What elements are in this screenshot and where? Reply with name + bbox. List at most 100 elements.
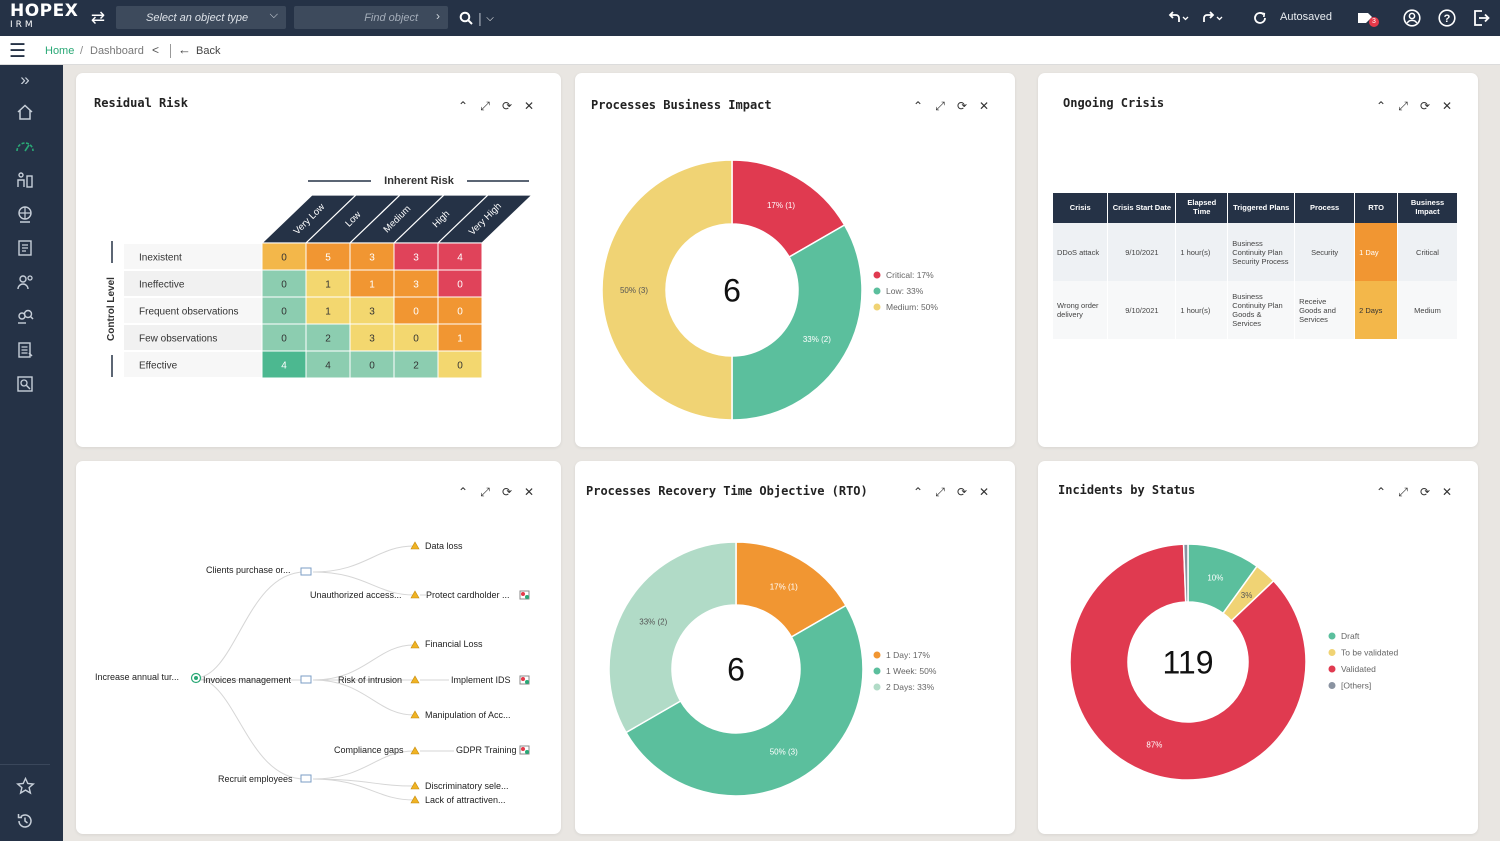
find-object-input[interactable]: Find object ›: [294, 6, 448, 29]
hopex-logo[interactable]: HOPEX IRM: [10, 3, 78, 30]
audit-icon[interactable]: [0, 369, 50, 399]
donut-slice[interactable]: [608, 541, 737, 734]
matrix-cell[interactable]: [393, 323, 439, 352]
col-rto[interactable]: RTO: [1354, 193, 1399, 223]
tree-node-risk[interactable]: Data loss: [425, 541, 463, 551]
tree-node-risk[interactable]: Risk of intrusion: [338, 675, 402, 685]
collapse-icon[interactable]: ⌃: [457, 485, 469, 499]
close-icon[interactable]: ✕: [1441, 99, 1453, 113]
matrix-cell[interactable]: [261, 242, 307, 271]
refresh-icon[interactable]: [1250, 0, 1270, 36]
col-triggered-plans[interactable]: Triggered Plans: [1227, 193, 1296, 223]
globe-icon[interactable]: [0, 199, 50, 229]
book-icon[interactable]: [0, 233, 50, 263]
swap-icon[interactable]: ⇄: [90, 8, 106, 27]
tree-node-process[interactable]: Clients purchase or...: [206, 565, 291, 575]
close-icon[interactable]: ✕: [523, 485, 535, 499]
legend-entry[interactable]: Low: 33%: [886, 286, 924, 296]
logout-icon[interactable]: [1470, 0, 1492, 36]
matrix-cell[interactable]: [437, 350, 483, 379]
tree-node-risk[interactable]: Compliance gaps: [334, 745, 404, 755]
redo-icon[interactable]: [1198, 0, 1228, 36]
refresh-panel-icon[interactable]: ⟳: [501, 99, 513, 113]
maximize-icon[interactable]: ⤢: [935, 99, 945, 113]
search-icon[interactable]: [456, 0, 476, 36]
matrix-cell[interactable]: [393, 350, 439, 379]
object-type-select[interactable]: Select an object type ⌵: [116, 6, 286, 29]
matrix-cell[interactable]: [261, 296, 307, 325]
donut-slice[interactable]: [601, 159, 733, 421]
tree-node-control[interactable]: Implement IDS: [451, 675, 511, 685]
user-settings-icon[interactable]: [0, 267, 50, 297]
matrix-cell[interactable]: [305, 296, 351, 325]
home-icon[interactable]: [0, 97, 50, 127]
dashboard-icon[interactable]: [0, 131, 50, 161]
tree-node-risk[interactable]: Lack of attractiven...: [425, 795, 506, 805]
col-process[interactable]: Process: [1294, 193, 1356, 223]
matrix-cell[interactable]: [349, 269, 395, 298]
table-row[interactable]: DDoS attack 9/10/2021 1 hour(s) Business…: [1053, 223, 1458, 281]
donut-slice[interactable]: [731, 223, 863, 421]
matrix-cell[interactable]: [305, 323, 351, 352]
tree-node-control[interactable]: Protect cardholder ...: [426, 590, 510, 600]
col-crisis[interactable]: Crisis: [1053, 193, 1109, 223]
tree-node-risk[interactable]: Financial Loss: [425, 639, 483, 649]
tree-node-risk[interactable]: Unauthorized access...: [310, 590, 402, 600]
matrix-cell[interactable]: [437, 242, 483, 271]
collapse-icon[interactable]: ⌃: [912, 99, 924, 113]
legend-entry[interactable]: Critical: 17%: [886, 270, 934, 280]
tree-node-control[interactable]: GDPR Training: [456, 745, 517, 755]
breadcrumb-home-link[interactable]: Home: [45, 45, 75, 57]
maximize-icon[interactable]: ⤢: [1398, 485, 1408, 499]
matrix-cell[interactable]: [437, 323, 483, 352]
legend-entry[interactable]: 1 Day: 17%: [886, 650, 930, 660]
maximize-icon[interactable]: ⤢: [935, 485, 945, 499]
notifications-icon[interactable]: [1354, 0, 1376, 36]
matrix-cell[interactable]: [349, 323, 395, 352]
maximize-icon[interactable]: ⤢: [1398, 99, 1408, 113]
matrix-cell[interactable]: [437, 296, 483, 325]
help-icon[interactable]: ?: [1436, 0, 1458, 36]
legend-entry[interactable]: Draft: [1341, 631, 1360, 641]
search-options-chevron-icon[interactable]: ⌵: [486, 12, 494, 24]
tree-node-objective[interactable]: Increase annual tur...: [95, 672, 179, 682]
donut-slice[interactable]: [624, 604, 864, 797]
collapse-icon[interactable]: ⌃: [1375, 99, 1387, 113]
report-icon[interactable]: [0, 335, 50, 365]
tree-node-risk[interactable]: Discriminatory sele...: [425, 781, 509, 791]
legend-entry[interactable]: Medium: 50%: [886, 302, 938, 312]
refresh-panel-icon[interactable]: ⟳: [1419, 99, 1431, 113]
legend-entry[interactable]: 1 Week: 50%: [886, 666, 937, 676]
collapse-icon[interactable]: ⌃: [912, 485, 924, 499]
col-elapsed-time[interactable]: Elapsed Time: [1175, 193, 1229, 223]
matrix-cell[interactable]: [349, 296, 395, 325]
refresh-panel-icon[interactable]: ⟳: [956, 99, 968, 113]
back-button[interactable]: Back: [196, 45, 221, 57]
donut-slice[interactable]: [1182, 543, 1189, 603]
user-account-icon[interactable]: [1401, 0, 1423, 36]
back-arrow-icon[interactable]: ←: [178, 42, 191, 57]
organization-icon[interactable]: [0, 165, 50, 195]
refresh-panel-icon[interactable]: ⟳: [956, 485, 968, 499]
undo-icon[interactable]: [1164, 0, 1194, 36]
search-people-icon[interactable]: [0, 301, 50, 331]
history-icon[interactable]: [0, 806, 50, 836]
close-icon[interactable]: ✕: [978, 485, 990, 499]
table-row[interactable]: Wrong order delivery 9/10/2021 1 hour(s)…: [1053, 281, 1458, 339]
tree-node-risk[interactable]: Manipulation of Acc...: [425, 710, 511, 720]
close-icon[interactable]: ✕: [978, 99, 990, 113]
close-icon[interactable]: ✕: [1441, 485, 1453, 499]
hamburger-menu-icon[interactable]: ☰: [9, 41, 27, 62]
legend-entry[interactable]: [Others]: [1341, 681, 1371, 691]
legend-entry[interactable]: 2 Days: 33%: [886, 682, 935, 692]
tree-node-process[interactable]: Invoices management: [203, 675, 292, 685]
matrix-cell[interactable]: [349, 242, 395, 271]
expand-icon[interactable]: »: [20, 70, 30, 89]
matrix-cell[interactable]: [393, 269, 439, 298]
tree-node-process[interactable]: Recruit employees: [218, 774, 293, 784]
col-business-impact[interactable]: Business Impact: [1397, 193, 1458, 223]
donut-slice[interactable]: [1069, 543, 1307, 781]
legend-entry[interactable]: Validated: [1341, 664, 1376, 674]
share-icon[interactable]: <: [152, 43, 160, 57]
maximize-icon[interactable]: ⤢: [480, 485, 490, 499]
